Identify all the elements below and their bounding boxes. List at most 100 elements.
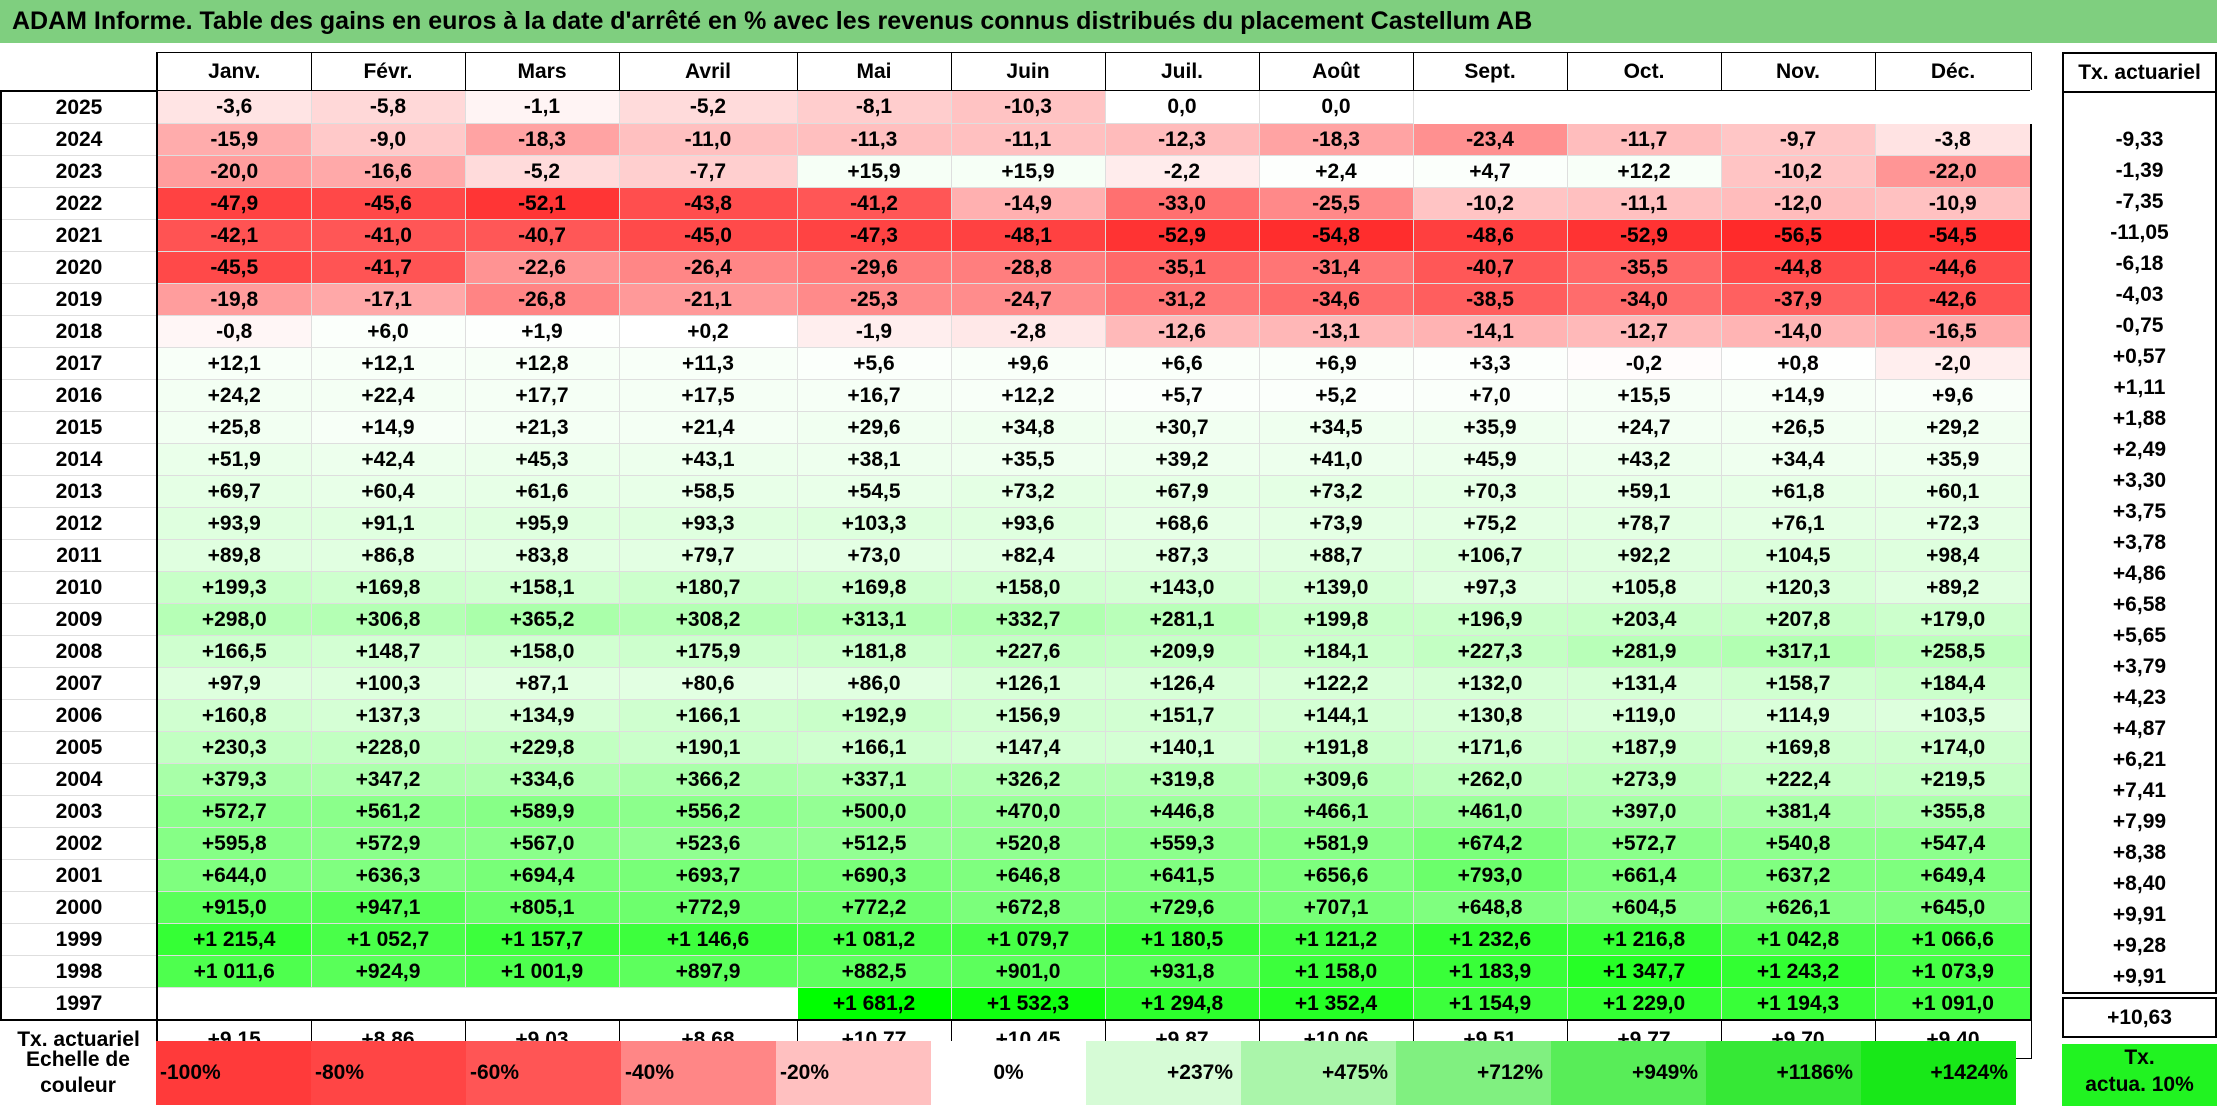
tx-actuariel-cell: -11,05 — [2062, 217, 2217, 248]
color-scale-swatch: -100% — [156, 1041, 311, 1105]
gain-cell: -9,7 — [1720, 122, 1876, 156]
year-label: 2012 — [0, 506, 158, 540]
gain-cell: +67,9 — [1104, 474, 1260, 508]
gain-cell: +523,6 — [618, 826, 798, 860]
table-row: 2007 +97,9 +100,3 +87,1 +80,6 +86,0 +126,1 +126… — [0, 666, 2032, 700]
gain-cell: +93,9 — [156, 506, 312, 540]
gain-cell: +22,4 — [310, 378, 466, 412]
gain-cell — [1720, 90, 1876, 124]
table-row: 2019 -19,8 -17,1 -26,8 -21,1 -25,3 -24,7 -31,2-… — [0, 282, 2032, 316]
gain-cell: +326,2 — [950, 762, 1106, 796]
year-label: 2007 — [0, 666, 158, 700]
gain-cell: -45,5 — [156, 250, 312, 284]
table-row: 2002 +595,8 +572,9 +567,0 +523,6 +512,5 +520,8… — [0, 826, 2032, 860]
gain-cell: +45,9 — [1412, 442, 1568, 476]
gain-cell: +882,5 — [796, 954, 952, 988]
tx-actuariel-cell: +5,65 — [2062, 620, 2217, 651]
gain-cell: -20,0 — [156, 154, 312, 188]
gain-cell: +131,4 — [1566, 666, 1722, 700]
gain-cell: +25,8 — [156, 410, 312, 444]
tx-actuariel-cell: -0,75 — [2062, 310, 2217, 341]
gain-cell: +166,1 — [618, 698, 798, 732]
tx-row: +3,79 — [2062, 651, 2217, 682]
gain-cell: +1 079,7 — [950, 922, 1106, 956]
table-row: 2004 +379,3 +347,2 +334,6 +366,2 +337,1 +326,2… — [0, 762, 2032, 796]
tx-row: +3,30 — [2062, 465, 2217, 496]
corner-cell — [1, 52, 158, 92]
gain-cell: +158,1 — [464, 570, 620, 604]
tx-actuariel-cell: +0,57 — [2062, 341, 2217, 372]
gain-cell: +707,1 — [1258, 890, 1414, 924]
gain-cell: +30,7 — [1104, 410, 1260, 444]
gain-cell: +572,7 — [1566, 826, 1722, 860]
gain-cell: +103,3 — [796, 506, 952, 540]
gain-cell: +203,4 — [1566, 602, 1722, 636]
gain-cell: +140,1 — [1104, 730, 1260, 764]
gain-cell: +332,7 — [950, 602, 1106, 636]
gain-cell: -23,4 — [1412, 122, 1568, 156]
gain-cell — [1874, 90, 2032, 124]
gain-cell: +209,9 — [1104, 634, 1260, 668]
color-scale-swatch: +237% — [1086, 1041, 1241, 1105]
gain-cell: -21,1 — [618, 282, 798, 316]
year-label: 2014 — [0, 442, 158, 476]
gain-cell: +1 183,9 — [1412, 954, 1568, 988]
gain-cell: +93,3 — [618, 506, 798, 540]
gain-cell: +645,0 — [1874, 890, 2032, 924]
gain-cell: +61,6 — [464, 474, 620, 508]
gain-cell: +169,8 — [796, 570, 952, 604]
table-row: 2016 +24,2 +22,4 +17,7 +17,5 +16,7 +12,2 +5,7 +5… — [0, 378, 2032, 412]
gain-cell: +567,0 — [464, 826, 620, 860]
gain-cell: -52,9 — [1566, 218, 1722, 252]
gain-cell: +298,0 — [156, 602, 312, 636]
gain-cell: +151,7 — [1104, 698, 1260, 732]
gain-cell: -11,0 — [618, 122, 798, 156]
gain-cell: +1 157,7 — [464, 922, 620, 956]
table-row: 2001 +644,0 +636,3 +694,4 +693,7 +690,3 +646,8… — [0, 858, 2032, 892]
gain-cell: +73,2 — [950, 474, 1106, 508]
year-label: 2013 — [0, 474, 158, 508]
gain-cell: -11,1 — [1566, 186, 1722, 220]
gain-cell: +461,0 — [1412, 794, 1568, 828]
gain-cell: -41,2 — [796, 186, 952, 220]
tx-actuariel-cell — [2062, 92, 2217, 124]
gain-cell: +772,2 — [796, 890, 952, 924]
gain-cell: +656,6 — [1258, 858, 1414, 892]
gain-cell: +1 347,7 — [1566, 954, 1722, 988]
color-scale-swatch: 0% — [931, 1041, 1086, 1105]
gain-cell: +192,9 — [796, 698, 952, 732]
gain-cell: +114,9 — [1720, 698, 1876, 732]
month-header: Juil. — [1104, 52, 1260, 91]
gain-cell: -52,1 — [464, 186, 620, 220]
table-row: 2024 -15,9 -9,0 -18,3 -11,0 -11,3 -11,1 -12,3 -1… — [0, 122, 2032, 156]
color-scale-swatch: +949% — [1551, 1041, 1706, 1105]
gain-cell: -43,8 — [618, 186, 798, 220]
tx-actuariel-cell: -9,33 — [2062, 124, 2217, 155]
month-header: Nov. — [1720, 52, 1876, 91]
year-label: 2020 — [0, 250, 158, 284]
gain-cell: +87,3 — [1104, 538, 1260, 572]
table-row: 2018 -0,8 +6,0 +1,9 +0,2 -1,9 -2,8 -12,6 -13,1 -1… — [0, 314, 2032, 348]
gain-cell: -29,6 — [796, 250, 952, 284]
gain-cell: +126,4 — [1104, 666, 1260, 700]
gain-cell: -0,8 — [156, 314, 312, 348]
gain-cell: +7,0 — [1412, 378, 1568, 412]
gain-cell: -56,5 — [1720, 218, 1876, 252]
gain-cell: +931,8 — [1104, 954, 1260, 988]
gain-cell: +661,4 — [1566, 858, 1722, 892]
table-row: 2014 +51,9 +42,4 +45,3 +43,1 +38,1 +35,5 +39,2 +… — [0, 442, 2032, 476]
gain-cell: -44,8 — [1720, 250, 1876, 284]
gain-cell: +4,7 — [1412, 154, 1568, 188]
gain-cell: +122,2 — [1258, 666, 1414, 700]
gain-cell: -47,9 — [156, 186, 312, 220]
month-header: Févr. — [310, 52, 466, 91]
month-header: Sept. — [1412, 52, 1568, 91]
gain-cell: +672,8 — [950, 890, 1106, 924]
gain-cell: +73,9 — [1258, 506, 1414, 540]
gain-cell: -19,8 — [156, 282, 312, 316]
gain-cell: +0,2 — [618, 314, 798, 348]
gain-cell: -5,8 — [310, 90, 466, 124]
gain-cell: +309,6 — [1258, 762, 1414, 796]
gain-cell: +51,9 — [156, 442, 312, 476]
gain-cell: +772,9 — [618, 890, 798, 924]
